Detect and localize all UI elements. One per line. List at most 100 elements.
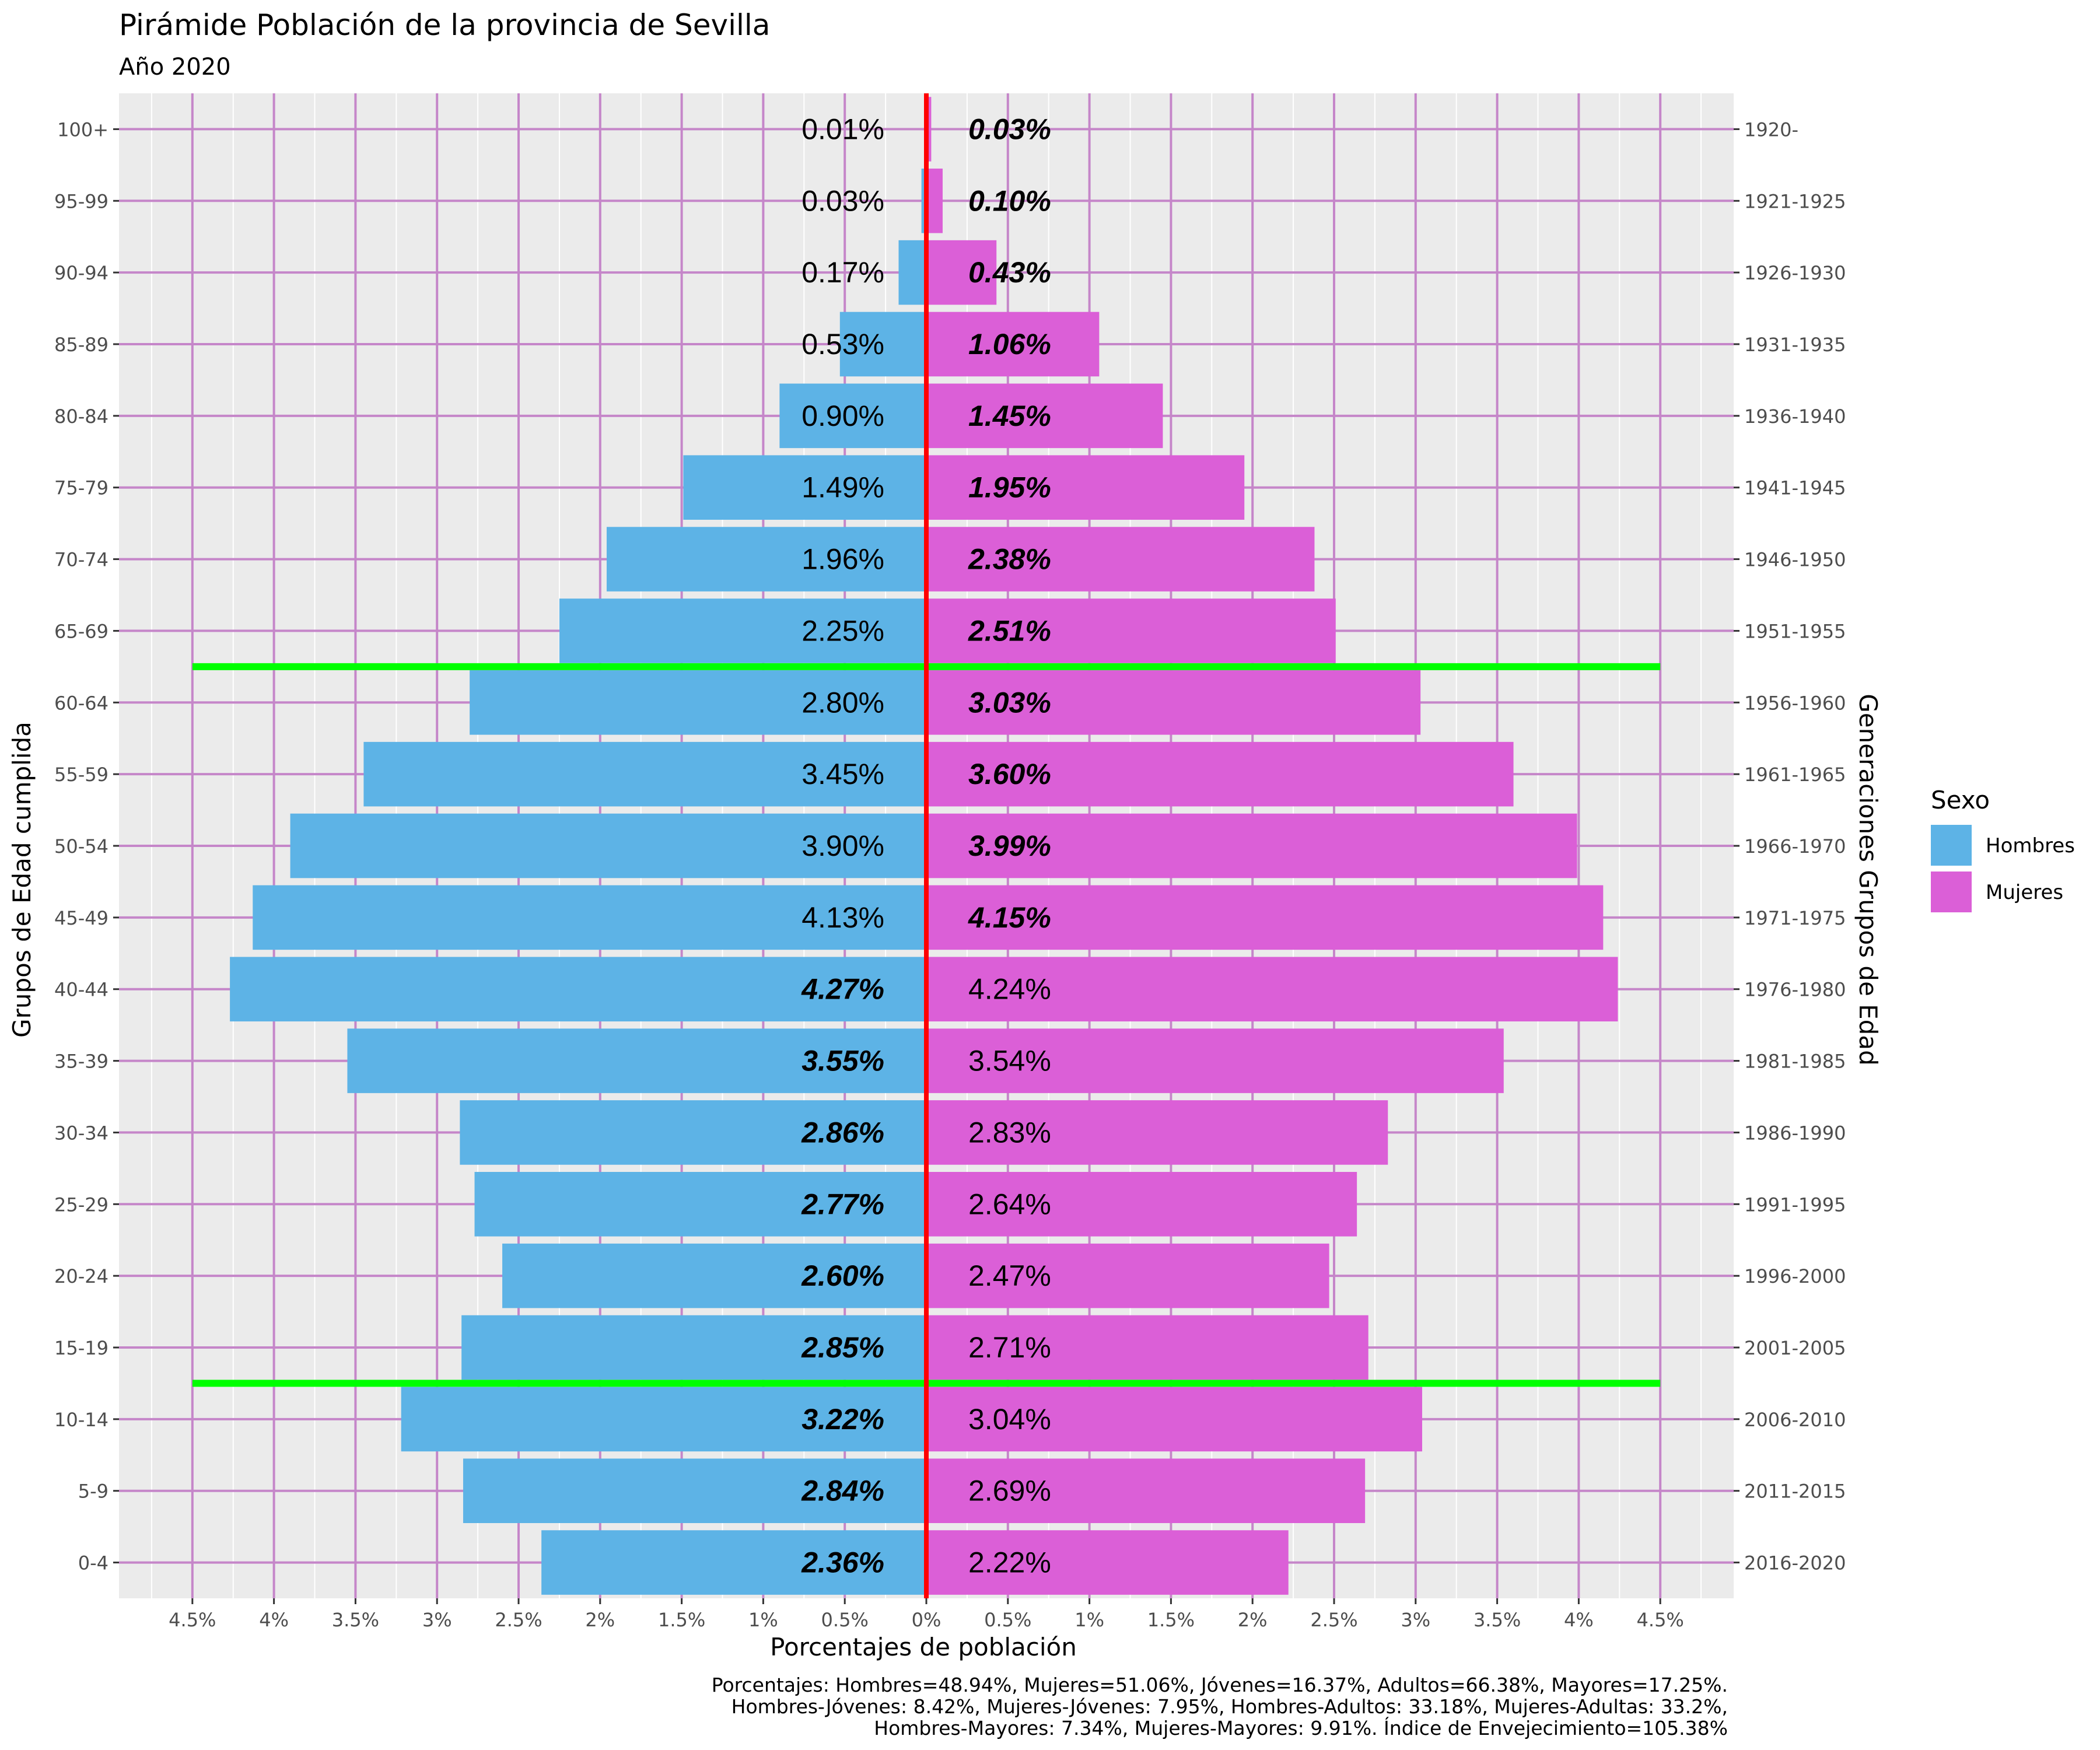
y-tick-label-35-39: 35-39 [54,1051,108,1073]
y-right-tick-label-1991-1995: 1991-1995 [1744,1194,1846,1216]
y-tick-label-5-9: 5-9 [78,1480,108,1503]
value-label-hombres-20-24: 2.60% [801,1259,884,1292]
bar-mujeres-10-14 [926,1387,1422,1452]
value-label-mujeres-60-64: 3.03% [968,686,1051,719]
y-right-tick-label-1951-1955: 1951-1955 [1744,620,1846,642]
value-label-hombres-100+: 0.01% [802,113,884,145]
value-label-hombres-75-79: 1.49% [802,471,884,504]
y-right-tick-label-1961-1965: 1961-1965 [1744,764,1846,786]
y-right-tick-label-2016-2020: 2016-2020 [1744,1552,1846,1574]
value-label-mujeres-65-69: 2.51% [968,614,1051,647]
bar-mujeres-60-64 [926,670,1421,735]
value-label-mujeres-25-29: 2.64% [968,1188,1051,1220]
value-label-mujeres-75-79: 1.95% [968,471,1051,504]
y-right-tick-label-1981-1985: 1981-1985 [1744,1051,1846,1073]
bar-mujeres-40-44 [926,957,1618,1021]
bar-hombres-30-34 [460,1100,926,1165]
y-right-tick-label-1941-1945: 1941-1945 [1744,477,1846,499]
y-tick-label-30-34: 30-34 [54,1122,108,1144]
x-tick-label: 3.5% [332,1609,379,1631]
x-tick-label: 0.5% [984,1609,1031,1631]
y-tick-label-80-84: 80-84 [54,405,108,428]
x-tick-label: 2.5% [495,1609,542,1631]
value-label-hombres-0-4: 2.36% [801,1546,884,1579]
x-tick-label: 1% [1074,1609,1104,1631]
value-label-hombres-90-94: 0.17% [802,256,884,289]
value-label-mujeres-85-89: 1.06% [968,328,1051,360]
y-right-tick-label-1936-1940: 1936-1940 [1744,405,1846,428]
x-tick-label: 1.5% [1147,1609,1195,1631]
y-tick-label-45-49: 45-49 [54,907,108,929]
value-label-mujeres-40-44: 4.24% [968,973,1051,1006]
bar-hombres-5-9 [463,1458,926,1523]
value-label-hombres-60-64: 2.80% [802,686,884,719]
y-right-tick-label-1966-1970: 1966-1970 [1744,835,1846,858]
value-label-mujeres-0-4: 2.22% [968,1546,1051,1579]
bar-hombres-65-69 [559,598,926,663]
bar-hombres-40-44 [230,957,926,1021]
y-right-tick-label-2001-2005: 2001-2005 [1744,1337,1846,1359]
y-right-tick-label-1956-1960: 1956-1960 [1744,692,1846,714]
value-label-mujeres-45-49: 4.15% [968,901,1051,934]
y-tick-label-65-69: 65-69 [54,620,108,642]
value-label-mujeres-90-94: 0.43% [968,256,1051,289]
x-tick-label: 0% [912,1609,942,1631]
y-right-tick-label-1996-2000: 1996-2000 [1744,1265,1846,1287]
bar-hombres-35-39 [347,1028,926,1093]
x-tick-label: 4.5% [1637,1609,1684,1631]
value-label-mujeres-30-34: 2.83% [968,1116,1051,1149]
bar-hombres-15-19 [461,1315,926,1380]
value-label-hombres-45-49: 4.13% [802,901,884,934]
bar-mujeres-95-99 [926,169,943,233]
value-label-hombres-65-69: 2.25% [802,614,884,647]
bar-mujeres-80-84 [926,383,1163,449]
y-tick-label-55-59: 55-59 [54,764,108,786]
bar-hombres-70-74 [606,527,926,592]
bar-hombres-50-54 [290,813,927,878]
y-tick-label-85-89: 85-89 [54,334,108,356]
bar-hombres-45-49 [253,885,926,950]
value-label-mujeres-95-99: 0.10% [968,184,1051,217]
y-right-tick-label-1920-: 1920- [1744,118,1798,141]
y-right-tick-label-2006-2010: 2006-2010 [1744,1409,1846,1431]
value-label-hombres-80-84: 0.90% [802,400,884,432]
value-label-hombres-95-99: 0.03% [802,184,884,217]
y-right-tick-label-2011-2015: 2011-2015 [1744,1480,1846,1503]
bar-hombres-60-64 [470,670,926,735]
bar-mujeres-90-94 [926,240,997,305]
x-tick-label: 4.5% [169,1609,216,1631]
y-tick-label-25-29: 25-29 [54,1194,108,1216]
x-tick-label: 2.5% [1310,1609,1357,1631]
value-label-mujeres-10-14: 3.04% [968,1403,1051,1436]
y-tick-label-0-4: 0-4 [78,1552,108,1574]
y-tick-label-40-44: 40-44 [54,979,108,1001]
y-right-tick-label-1971-1975: 1971-1975 [1744,907,1846,929]
value-label-hombres-40-44: 4.27% [801,973,884,1006]
bar-hombres-55-59 [363,741,926,807]
legend-swatch-hombres [1931,825,1972,866]
y-right-tick-label-1931-1935: 1931-1935 [1744,334,1846,356]
value-label-mujeres-35-39: 3.54% [968,1045,1051,1077]
bar-mujeres-70-74 [926,527,1315,592]
legend: Sexo Hombres Mujeres [1931,786,2075,912]
value-label-hombres-10-14: 3.22% [802,1403,884,1436]
bar-mujeres-35-39 [926,1028,1504,1093]
y-tick-label-10-14: 10-14 [54,1409,108,1431]
chart-subtitle: Año 2020 [119,54,231,80]
legend-title: Sexo [1931,786,1990,814]
y-axis-label: Grupos de Edad cumplida [8,722,36,1038]
y-right-tick-label-1976-1980: 1976-1980 [1744,979,1846,1001]
x-tick-label: 3.5% [1474,1609,1521,1631]
value-label-mujeres-55-59: 3.60% [968,758,1051,790]
y-tick-label-70-74: 70-74 [54,549,108,571]
bar-hombres-95-99 [921,169,926,233]
bar-mujeres-30-34 [926,1100,1388,1165]
x-tick-label: 1% [748,1609,778,1631]
bar-hombres-85-89 [839,312,926,377]
y-tick-label-90-94: 90-94 [54,262,108,284]
y-tick-label-75-79: 75-79 [54,477,108,499]
value-label-hombres-50-54: 3.90% [802,830,884,862]
x-tick-label: 4% [259,1609,289,1631]
y-tick-label-100+: 100+ [57,118,108,141]
